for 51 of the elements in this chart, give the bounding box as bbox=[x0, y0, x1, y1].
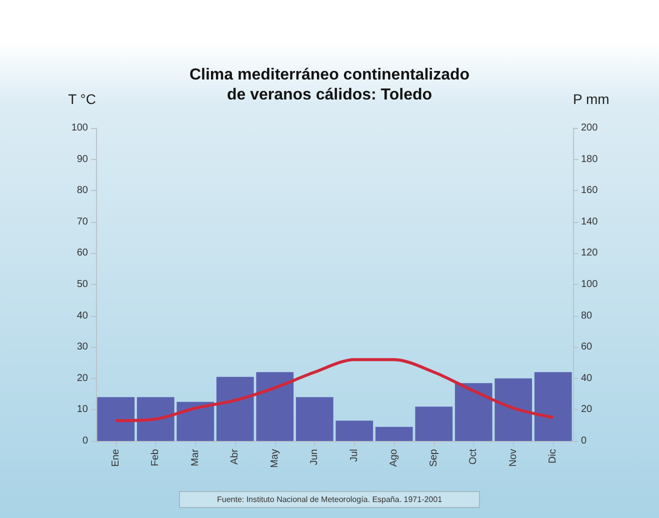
bar bbox=[176, 402, 214, 441]
y-tick-label: 50 bbox=[76, 279, 88, 290]
y2-tick-label: 140 bbox=[581, 216, 598, 228]
y2-tick-label: 0 bbox=[581, 436, 587, 446]
y2-tick-label: 100 bbox=[581, 279, 598, 290]
y2-tick-label: 20 bbox=[581, 404, 593, 416]
x-tick-label: Mar bbox=[190, 448, 201, 466]
y2-tick-label: 80 bbox=[581, 310, 593, 322]
bar bbox=[136, 397, 174, 441]
x-tick-label: Feb bbox=[150, 448, 162, 466]
bar bbox=[494, 378, 532, 441]
y-tick-label: 0 bbox=[82, 436, 88, 446]
y2-tick-label: 200 bbox=[581, 122, 598, 134]
y-tick-label: 80 bbox=[76, 185, 88, 196]
y2-tick-label: 40 bbox=[581, 372, 593, 384]
x-tick-label: Sep bbox=[428, 448, 440, 467]
bar bbox=[97, 397, 135, 441]
y-tick-label: 40 bbox=[76, 310, 88, 322]
bar bbox=[534, 372, 572, 441]
x-tick-label: May bbox=[269, 449, 280, 468]
x-tick-label: Ene bbox=[110, 448, 122, 467]
bar bbox=[454, 383, 492, 441]
y-tick-label: 100 bbox=[71, 122, 88, 134]
y-tick-label: 10 bbox=[76, 404, 88, 416]
bar bbox=[415, 406, 453, 441]
x-tick-label: Jul bbox=[348, 449, 360, 462]
bar bbox=[375, 426, 413, 441]
x-tick-label: Abr bbox=[230, 448, 241, 465]
y2-tick-label: 60 bbox=[581, 342, 593, 353]
source-note: Fuente: Instituto Nacional de Meteorología. España. 1971-2001 bbox=[216, 495, 443, 504]
y-tick-label: 90 bbox=[76, 154, 88, 165]
x-tick-label: Jun bbox=[309, 449, 320, 466]
bar bbox=[336, 420, 374, 441]
line-series bbox=[114, 358, 555, 422]
y2-axis-title: P mm bbox=[573, 91, 610, 107]
chart-title: Clima mediterráneo continentalizado de veranos cálidos: Toledo bbox=[189, 66, 470, 104]
x-tick-label: Oct bbox=[468, 448, 480, 465]
y2-tick-label: 160 bbox=[581, 185, 598, 196]
y2-tick-label: 120 bbox=[581, 248, 598, 259]
y-tick-label: 20 bbox=[76, 372, 88, 384]
y2-tick-label: 180 bbox=[581, 154, 598, 165]
y-tick-label: 70 bbox=[76, 216, 88, 228]
bar bbox=[216, 376, 254, 441]
bar bbox=[256, 372, 294, 441]
bar bbox=[296, 397, 334, 441]
y-tick-label: 60 bbox=[76, 248, 88, 259]
y-axis-title: T °C bbox=[68, 91, 96, 107]
x-tick-label: Ago bbox=[388, 448, 400, 467]
x-tick-label: Nov bbox=[508, 449, 519, 467]
y-tick-label: 30 bbox=[76, 342, 88, 353]
x-tick-label: Dic bbox=[548, 449, 559, 464]
